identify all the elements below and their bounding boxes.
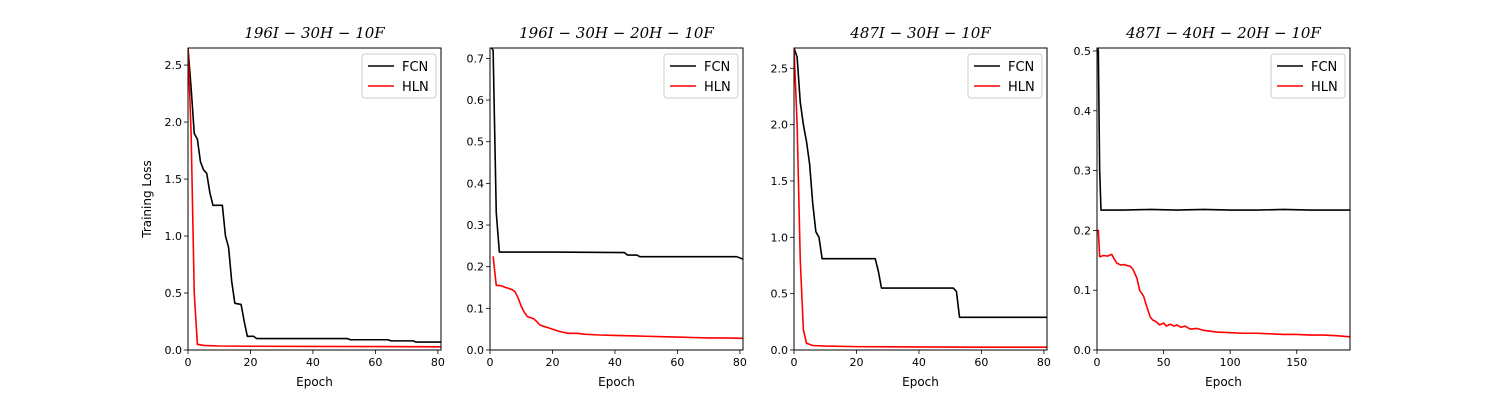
series-line-fcn [188, 48, 441, 343]
legend-label-hln: HLN [704, 80, 731, 95]
series-line-hln [794, 48, 1047, 348]
subplot-3: 0 20 40 60 80 0.0 0.5 1.0 1.5 2.0 2.5 487I − 30H − … [771, 24, 1051, 389]
subplot-title: 196I − 30H − 10F [244, 24, 385, 42]
y-tick-label: 0.4 [1074, 105, 1092, 118]
x-tick-label: 0 [487, 356, 494, 369]
legend-box [663, 53, 739, 99]
series-line-hln [188, 48, 441, 348]
subplot-4: 0 50 100 150 0.0 0.1 0.2 0.3 0.4 0.5 487I − 40H − … [1074, 24, 1351, 389]
y-tick-label: 1.0 [771, 231, 789, 244]
x-tick-label: 80 [431, 356, 445, 369]
x-tick-label: 50 [1157, 356, 1171, 369]
legend-label-fcn: FCN [402, 60, 428, 75]
x-tick-label: 60 [368, 356, 382, 369]
x-tick-label: 40 [306, 356, 320, 369]
x-axis-label: Epoch [902, 375, 939, 389]
y-tick-label: 0.5 [165, 287, 183, 300]
series-line-fcn [490, 48, 743, 260]
legend-label-hln: HLN [402, 80, 429, 95]
legend-label-fcn: FCN [1311, 60, 1337, 75]
subplot-title: 487I − 40H − 20H − 10F [1125, 24, 1321, 42]
axes-frame [1096, 47, 1351, 351]
y-tick-label: 0.7 [467, 52, 485, 65]
y-tick-label: 0.0 [165, 344, 183, 357]
legend: FCN HLN [663, 53, 739, 99]
x-tick-label: 150 [1286, 356, 1307, 369]
y-tick-label: 0.1 [1074, 284, 1092, 297]
legend-box [361, 53, 437, 99]
y-tick-label: 0.4 [467, 177, 485, 190]
series-line-hln [1097, 229, 1350, 338]
y-tick-label: 1.5 [165, 173, 183, 186]
y-tick-label: 2.5 [165, 59, 183, 72]
subplot-title: 196I − 30H − 20H − 10F [519, 24, 714, 42]
y-tick-label: 1.0 [165, 230, 183, 243]
axes-frame [489, 47, 744, 351]
legend: FCN HLN [361, 53, 437, 99]
y-tick-label: 0.5 [1074, 45, 1092, 58]
x-axis-label: Epoch [598, 375, 635, 389]
y-tick-label: 2.0 [771, 119, 789, 132]
legend: FCN HLN [967, 53, 1043, 99]
y-tick-label: 0.3 [467, 219, 485, 232]
y-tick-label: 0.2 [1074, 224, 1092, 237]
y-tick-label: 1.5 [771, 175, 789, 188]
legend-label-hln: HLN [1008, 80, 1035, 95]
legend-label-fcn: FCN [1008, 60, 1034, 75]
x-tick-label: 20 [849, 356, 863, 369]
x-tick-label: 60 [670, 356, 684, 369]
subplot-1: 0 20 40 60 80 0.0 0.5 1.0 1.5 2.0 2.5 196I − 30H − … [140, 24, 445, 389]
series-line-hln [492, 256, 743, 340]
y-tick-label: 0.5 [467, 136, 485, 149]
legend: FCN HLN [1270, 53, 1346, 99]
y-tick-label: 2.5 [771, 62, 789, 75]
subplot-title: 487I − 30H − 10F [849, 24, 991, 42]
y-tick-label: 2.0 [165, 116, 183, 129]
y-tick-label: 0.6 [467, 94, 485, 107]
x-tick-label: 40 [912, 356, 926, 369]
x-tick-label: 80 [1037, 356, 1051, 369]
series-line-fcn [794, 48, 1047, 319]
y-axis-label: Training Loss [140, 160, 154, 238]
y-tick-label: 0.0 [467, 344, 485, 357]
legend-label-fcn: FCN [704, 60, 730, 75]
x-tick-label: 0 [1094, 356, 1101, 369]
legend-box [1270, 53, 1346, 99]
subplot-2: 0 20 40 60 80 0.0 0.1 0.2 0.3 0.4 0.5 0.6 0.7 196I − … [467, 24, 747, 389]
y-tick-label: 0.0 [771, 344, 789, 357]
y-tick-label: 0.3 [1074, 165, 1092, 178]
x-tick-label: 0 [185, 356, 192, 369]
x-tick-label: 60 [974, 356, 988, 369]
x-tick-label: 0 [791, 356, 798, 369]
y-tick-label: 0.0 [1074, 344, 1092, 357]
x-tick-label: 20 [545, 356, 559, 369]
x-axis-label: Epoch [296, 375, 333, 389]
x-axis-label: Epoch [1205, 375, 1242, 389]
y-tick-label: 0.1 [467, 302, 485, 315]
y-tick-label: 0.5 [771, 288, 789, 301]
series-line-fcn [1097, 48, 1350, 211]
x-tick-label: 100 [1220, 356, 1241, 369]
x-tick-label: 40 [608, 356, 622, 369]
axes-frame [187, 47, 442, 351]
legend-box [967, 53, 1043, 99]
legend-label-hln: HLN [1311, 80, 1338, 95]
y-tick-label: 0.2 [467, 261, 485, 274]
axes-frame [793, 47, 1048, 351]
x-tick-label: 20 [243, 356, 257, 369]
x-tick-label: 80 [733, 356, 747, 369]
